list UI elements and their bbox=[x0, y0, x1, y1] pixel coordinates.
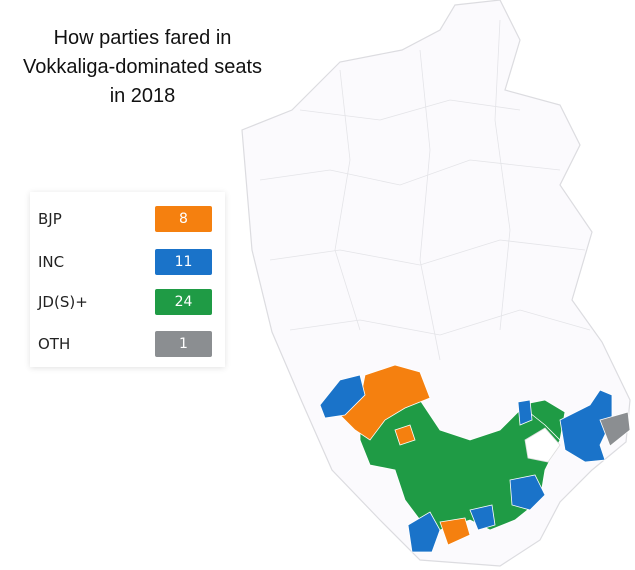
legend-row: JD(S)+ 24 bbox=[38, 289, 218, 315]
party-name: OTH bbox=[38, 335, 71, 353]
seat-count: 8 bbox=[155, 206, 212, 232]
legend-row: BJP 8 bbox=[38, 206, 218, 232]
title-line: Vokkaliga-dominated seats bbox=[22, 56, 263, 78]
title-line: in 2018 bbox=[109, 85, 176, 107]
title-line: How parties fared in bbox=[53, 27, 232, 49]
seat-regions bbox=[319, 364, 631, 553]
seat-count: 24 bbox=[155, 289, 212, 315]
legend: BJP 8 INC 11 JD(S)+ 24 OTH 1 bbox=[30, 192, 225, 367]
party-name: JD(S)+ bbox=[38, 293, 88, 311]
seat-count: 11 bbox=[155, 249, 212, 275]
party-name: INC bbox=[38, 253, 65, 271]
party-name: BJP bbox=[38, 210, 62, 228]
title: How parties fared in Vokkaliga-dominated … bbox=[0, 24, 285, 111]
seat-count: 1 bbox=[155, 331, 212, 357]
legend-row: OTH 1 bbox=[38, 331, 218, 357]
legend-row: INC 11 bbox=[38, 249, 218, 275]
district-lines bbox=[259, 19, 591, 361]
